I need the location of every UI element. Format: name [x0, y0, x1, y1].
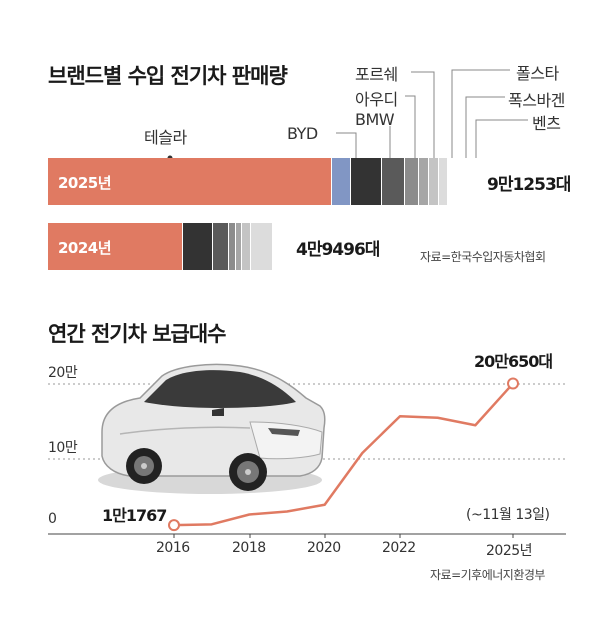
xtick-2018: 2018	[232, 540, 266, 556]
bar-segment-2024-0	[48, 223, 184, 270]
brand-label-polestar: 폴스타	[516, 64, 559, 83]
ytick-0: 0	[48, 511, 57, 527]
brand-sales-source: 자료=한국수입자동차협회	[420, 250, 546, 264]
ytick-200k: 20만	[48, 365, 78, 381]
xtick-2022: 2022	[382, 540, 416, 556]
bar-segment-2024-2	[183, 223, 214, 270]
brand-label-audi: 아우디	[355, 90, 398, 109]
ev-end-point	[507, 377, 519, 390]
ytick-100k: 10만	[48, 440, 78, 456]
bar-2025-label: 2025년	[58, 174, 112, 192]
ev-end-label: 20만650대	[474, 352, 553, 371]
brand-sales-chart-title: 브랜드별 수입 전기차 판매량	[48, 64, 288, 88]
bar-segment-2025-7	[438, 158, 448, 205]
bar-2024-total: 4만9496대	[296, 240, 380, 260]
bar-segment-2024-6	[242, 223, 251, 270]
bar-segment-2025-2	[350, 158, 382, 205]
bar-segment-2024-4	[228, 223, 237, 270]
ev-supply-source: 자료=기후에너지환경부	[430, 568, 545, 582]
car-illustration	[98, 363, 326, 494]
brand-label-tesla: 테슬라	[144, 128, 187, 147]
ev-start-point	[168, 519, 180, 532]
brand-label-benz: 벤츠	[532, 114, 561, 133]
leader-audi	[405, 95, 416, 158]
bar-segment-2025-5	[418, 158, 430, 205]
brand-label-porsche: 포르쉐	[355, 65, 398, 84]
ev-supply-chart-title: 연간 전기차 보급대수	[48, 322, 227, 346]
ev-start-label: 1만1767	[102, 506, 167, 525]
brand-label-bmw: BMW	[355, 110, 395, 129]
bar-2025: 2025년	[48, 158, 481, 205]
bar-segment-2024-3	[213, 223, 229, 270]
ev-date-note: (~11월 13일)	[466, 507, 550, 523]
leader-byd	[336, 132, 357, 158]
bar-2024: 2024년	[48, 223, 290, 270]
xtick-2025: 2025년	[486, 543, 533, 559]
leader-polestar	[451, 69, 510, 158]
leader-vw	[465, 96, 505, 158]
leader-benz	[475, 119, 528, 158]
bar-segment-2025-3	[381, 158, 405, 205]
xtick-2016: 2016	[156, 540, 190, 556]
bar-2025-total: 9만1253대	[487, 175, 571, 195]
bar-segment-2025-1	[332, 158, 351, 205]
bar-segment-2024-5	[236, 223, 243, 270]
leader-porsche	[411, 71, 435, 158]
ev-supply-series-line	[173, 382, 514, 527]
brand-label-vw: 폭스바겐	[508, 91, 565, 110]
bar-segment-2024-7	[250, 223, 274, 270]
brand-label-byd: BYD	[287, 124, 318, 143]
bar-segment-2025-6	[429, 158, 439, 205]
bar-segment-2025-4	[404, 158, 419, 205]
bar-2024-label: 2024년	[58, 239, 112, 257]
xtick-2020: 2020	[307, 540, 341, 556]
bar-segment-2025-0	[48, 158, 333, 205]
